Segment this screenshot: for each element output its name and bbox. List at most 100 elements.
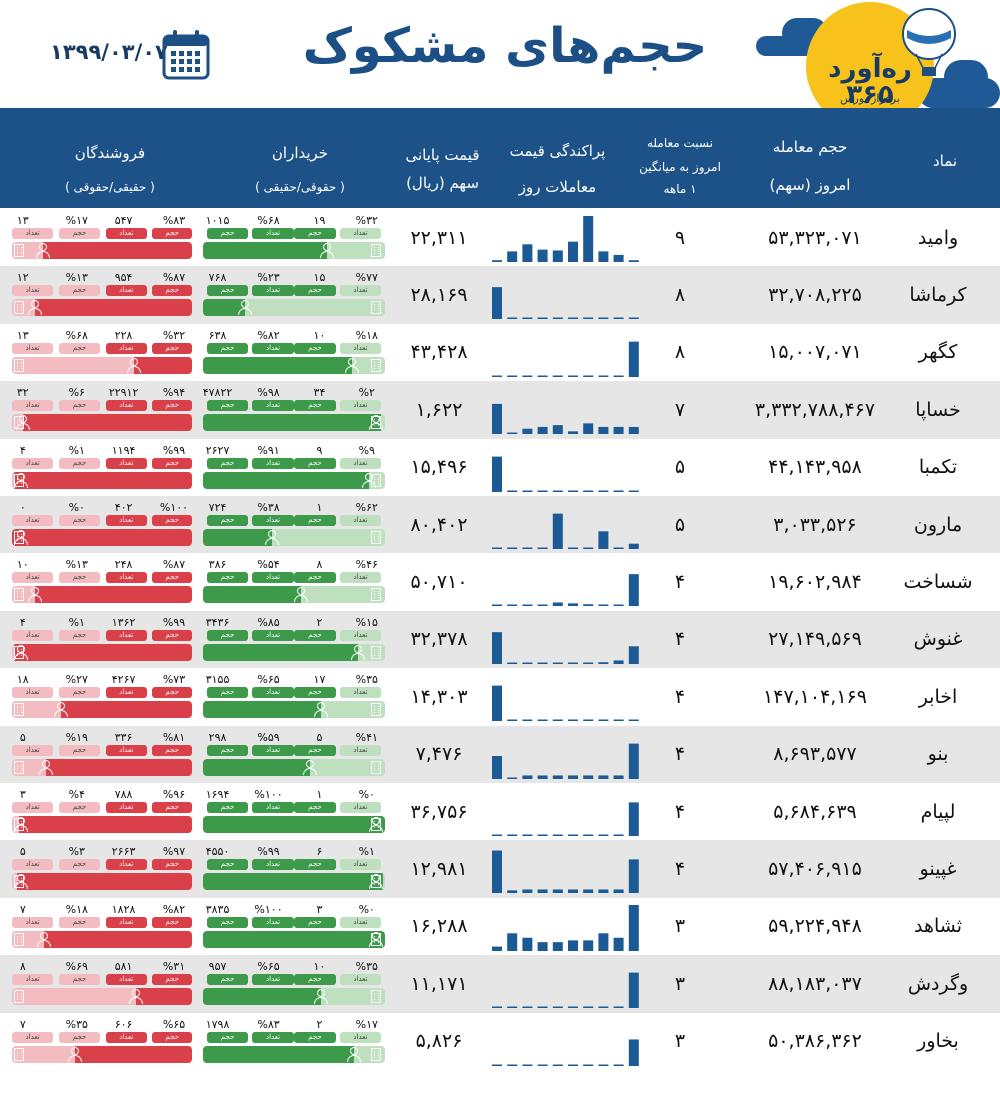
buy-legal-pct: %۳۵ [355, 960, 378, 974]
person-icon-head [56, 702, 65, 711]
distribution-bar [552, 513, 563, 549]
distribution-bar [568, 431, 578, 435]
tag-volume: حجم [58, 515, 101, 526]
tag-count: تعداد [105, 629, 147, 641]
symbol-cell: ثشاهد [913, 915, 963, 938]
price-distribution-chart [490, 381, 645, 438]
buyers-panel: ۲۶۲۷ %۹۱ ۹ %۹ حجم تعداد تعداد حجم [203, 443, 385, 493]
buy-share-bar [203, 299, 385, 317]
distribution-bar [522, 662, 533, 664]
distribution-bar [537, 249, 548, 262]
symbol-cell: خساپا [915, 398, 961, 421]
sell-legal-count: ۵ [19, 845, 26, 859]
distribution-bar [598, 317, 609, 320]
table-row: غنوش ۲۷,۱۴۹,۵۶۹ ۴ ۳۲,۳۷۸ ۳۴۳۶ %۸۵ ۲ %۱۵ حجم تعداد… [0, 610, 1000, 669]
price-distribution-chart [490, 266, 645, 323]
tag-count: تعداد [12, 744, 54, 756]
buy-indiv-count: ۷۲۴ [208, 501, 227, 514]
distribution-bar [598, 662, 609, 664]
sell-share-bar [12, 988, 192, 1006]
tag-volume: حجم [152, 744, 192, 756]
tag-volume: حجم [58, 802, 101, 813]
buy-legal-count: ۱ [316, 501, 323, 514]
person-icon-body [369, 882, 383, 890]
tag-count: تعداد [252, 572, 294, 584]
tag-count: تعداد [252, 285, 294, 297]
buy-legal-pct: %۲ [358, 386, 375, 400]
building-icon [371, 1047, 381, 1061]
person-icon-body [129, 997, 144, 1005]
distribution-bar [568, 1006, 578, 1009]
distribution-bar [522, 1006, 533, 1009]
buy-indiv-pct: %۸۵ [257, 615, 280, 629]
sell-share-fill [134, 356, 192, 374]
col-sellers-label-1: فروشندگان [74, 144, 146, 162]
distribution-bar [613, 375, 624, 377]
tag-volume: حجم [152, 285, 192, 297]
buyers-panel: ۶۳۸ %۸۲ ۱۰ %۱۸ حجم تعداد تعداد حجم [203, 328, 385, 378]
person-icon-body [294, 595, 309, 603]
col-symbol-label: نماد [932, 152, 958, 170]
distribution-bar [537, 375, 548, 377]
buy-share-bar [203, 586, 385, 604]
building-icon [14, 760, 24, 774]
sell-share-fill [60, 701, 192, 719]
col-volume-label-2: امروز (سهم) [769, 176, 851, 194]
person-icon-body [28, 308, 43, 316]
sell-share-bar [12, 701, 192, 719]
person-icon-head [353, 644, 362, 653]
sell-legal-pct: %۳ [68, 845, 85, 859]
sell-indiv-pct: %۱۰۰ [159, 501, 189, 514]
sell-share-fill [44, 930, 192, 948]
sellers-panel: ۱۲ %۱۳ ۹۵۴ %۸۷ تعداد حجم تعداد حجم [12, 270, 192, 320]
person-icon-head [348, 357, 357, 366]
buy-indiv-count: ۹۵۷ [208, 960, 227, 974]
person-icon-body [265, 538, 280, 545]
price-cell: ۱۱,۱۷۱ [410, 972, 468, 995]
sell-tags: تعداد حجم تعداد حجم [12, 974, 192, 986]
tag-volume: حجم [206, 974, 249, 986]
sellers-values: ۱۲ %۱۳ ۹۵۴ %۸۷ [12, 271, 192, 285]
tag-count: تعداد [339, 859, 382, 871]
tag-volume: حجم [206, 342, 249, 354]
distribution-bar [598, 834, 609, 836]
distribution-bar [583, 604, 594, 607]
distribution-bar [522, 490, 533, 492]
distribution-bar [492, 604, 502, 607]
ratio-cell: ۴ [674, 858, 686, 881]
person-icon [294, 587, 309, 603]
person-icon-body [39, 767, 54, 775]
distribution-bar [568, 1064, 578, 1066]
ratio-cell: ۸ [674, 341, 686, 364]
person-icon-head [42, 759, 51, 768]
sell-tags: تعداد حجم تعداد حجم [12, 228, 192, 239]
col-buyers-label-1: خریداران [271, 144, 329, 162]
tag-volume: حجم [152, 859, 192, 871]
sell-legal-count: ۱۳ [16, 214, 29, 227]
tag-count: تعداد [339, 285, 382, 297]
buyers-panel: ۳۴۳۶ %۸۵ ۲ %۱۵ حجم تعداد تعداد حجم [203, 615, 385, 665]
building-icon [14, 645, 24, 659]
person-icon-head [18, 415, 27, 424]
sell-share-fill [19, 816, 192, 833]
distribution-bar [568, 317, 578, 320]
person-icon [314, 702, 329, 718]
building-icon [14, 416, 24, 430]
buy-indiv-count: ۳۸۳۵ [205, 902, 230, 916]
buy-indiv-pct: %۳۸ [257, 501, 280, 514]
buy-share-bar [203, 529, 385, 546]
tag-count: تعداد [339, 400, 382, 412]
distribution-bar [552, 719, 563, 722]
top-banner: ۱۳۹۹/۰۳/۰۷ حجم‌های مشکوک ره‌آورد ۳۶۵ برف… [0, 0, 1000, 130]
distribution-bar [598, 490, 609, 492]
buy-share-bar [203, 758, 385, 776]
distribution-bar [583, 490, 594, 492]
sell-share-fill [22, 414, 192, 432]
building-icon [14, 703, 24, 717]
col-ratio-label-3: ۱ ماهه [663, 182, 697, 196]
distribution-svg [492, 743, 639, 779]
price-cell: ۴۳,۴۲۸ [410, 341, 468, 364]
distribution-bar [613, 889, 624, 894]
distribution-svg [492, 513, 639, 549]
ratio-cell: ۴ [674, 571, 686, 594]
